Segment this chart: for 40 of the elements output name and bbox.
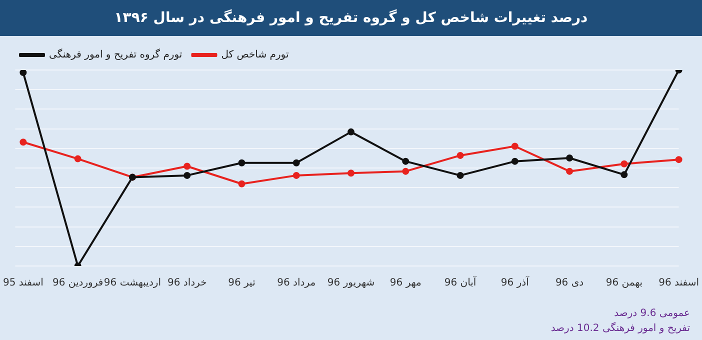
point [511,142,518,150]
x-tick-label: اردیبهشت 96 [104,278,162,289]
point [566,154,574,162]
chart-title: درصد تغییرات شاخص کل و گروه تفریح و امور فرهنگی در سال ۱۳۹۶ [0,0,702,36]
x-tick-label: آذر 96 [500,276,530,289]
point [20,138,27,146]
point [348,128,354,136]
x-tick-label: تیر 96 [228,278,256,289]
x-tick-label: اسفند 95 [2,278,44,289]
point [456,172,464,179]
x-tick-label: فروردین 96 [52,278,104,289]
point [20,70,27,76]
x-tick-label: اسفند 96 [658,278,700,289]
x-tick-label: دی 96 [555,278,584,289]
x-tick-label: بهمن 96 [606,278,643,289]
point [566,168,574,175]
point [238,159,246,166]
point [402,158,410,165]
x-tick-label: مرداد 96 [277,278,316,289]
x-tick-label: خرداد 96 [167,278,207,289]
point [402,168,410,175]
x-tick-label: مهر 96 [390,278,422,289]
x-tick-label: شهریور 96 [327,278,375,289]
point [74,155,82,162]
point [184,162,191,170]
point [292,172,300,179]
point [456,152,464,159]
point [511,158,518,165]
legend-label: تورم شاخص کل [221,50,289,61]
point [184,172,191,179]
point [292,159,300,166]
text: تفریح و امور فرهنگی 10.2 درصد [550,321,690,336]
point [620,160,628,168]
point [348,170,354,177]
point [238,180,246,188]
point [620,171,628,178]
legend-label: تورم گروه تفریح و امور فرهنگی [49,48,182,61]
text: عمومی 9.6 درصد [613,307,690,321]
point [675,156,682,164]
x-tick-label: آبان 96 [444,276,478,289]
